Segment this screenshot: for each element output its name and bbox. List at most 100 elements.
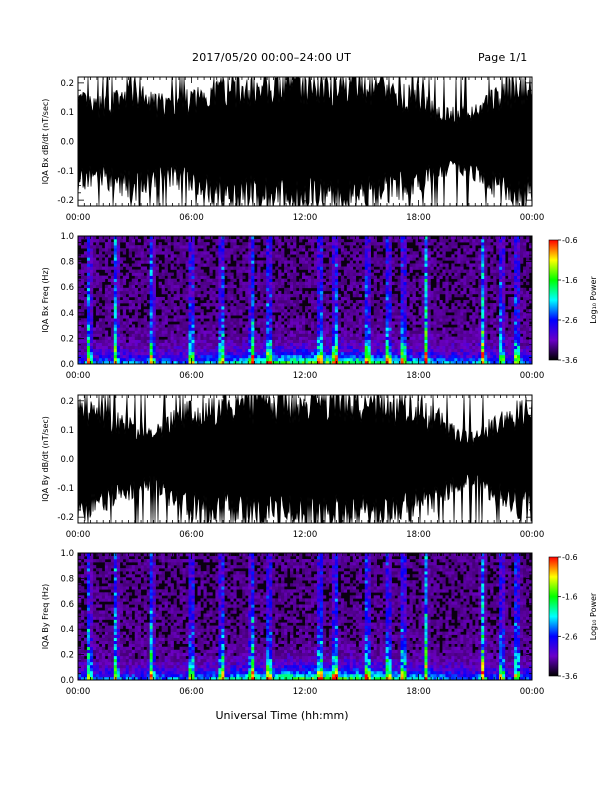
spectrogram-cell	[319, 348, 324, 353]
spectrogram-cell	[322, 321, 327, 325]
spectrogram-cell	[107, 245, 112, 249]
spectrogram-cell	[107, 321, 112, 325]
spectrogram-cell	[251, 254, 255, 258]
spectrogram-cell	[433, 306, 437, 310]
spectrogram-cell	[296, 296, 300, 301]
spectrogram-cell	[313, 354, 318, 359]
spectrogram-cell	[376, 357, 380, 362]
spectrogram-cell	[493, 306, 497, 310]
spectrogram-cell	[284, 293, 288, 298]
spectrogram-cell	[415, 251, 419, 255]
spectrogram-cell	[394, 236, 398, 240]
spectrogram-cell	[445, 275, 449, 279]
spectrogram-cell	[191, 248, 195, 252]
spectrogram-cell	[266, 278, 270, 283]
spectrogram-cell	[331, 360, 336, 365]
spectrogram-cell	[373, 336, 377, 340]
spectrogram-cell	[107, 354, 112, 359]
spectrogram-cell	[248, 348, 252, 353]
spectrogram-cell	[334, 272, 339, 276]
spectrogram-cell	[98, 251, 103, 255]
spectrogram-cell	[445, 315, 449, 319]
spectrogram-cell	[319, 269, 324, 273]
spectrogram-cell	[355, 245, 360, 249]
spectrogram-cell	[358, 293, 363, 298]
spectrogram-cell	[200, 348, 204, 353]
spectrogram-cell	[215, 354, 219, 359]
spectrogram-cell	[155, 318, 159, 322]
spectrogram-cell	[293, 239, 297, 243]
spectrogram-cell	[221, 324, 225, 328]
spectrogram-cell	[349, 284, 354, 289]
spectrogram-cell	[472, 263, 476, 267]
spectrogram-cell	[487, 351, 491, 356]
spectrogram-cell	[266, 272, 270, 276]
spectrogram-cell	[266, 333, 270, 337]
spectrogram-cell	[325, 354, 330, 359]
spectrogram-cell	[182, 339, 186, 343]
spectrogram-cell	[89, 342, 94, 347]
spectrogram-cell	[388, 239, 392, 243]
spectrogram-cell	[161, 263, 165, 267]
spectrogram-cell	[104, 266, 109, 270]
spectrogram-cell	[379, 254, 383, 258]
spectrogram-cell	[427, 287, 431, 292]
spectrogram-cell	[266, 336, 270, 340]
spectrogram-cell	[158, 284, 162, 289]
spectrogram-cell	[125, 330, 130, 334]
spectrogram-cell	[275, 248, 279, 252]
spectrogram-cell	[116, 318, 121, 322]
spectrogram-cell	[287, 300, 291, 304]
spectrogram-cell	[358, 342, 363, 347]
spectrogram-cell	[436, 306, 440, 310]
spectrogram-cell	[188, 357, 192, 362]
spectrogram-cell	[478, 354, 482, 359]
spectrogram-cell	[95, 239, 100, 243]
spectrogram-cell	[227, 266, 231, 270]
spectrogram-cell	[469, 269, 473, 273]
spectrogram-cell	[436, 312, 440, 316]
spectrogram-cell	[376, 303, 380, 307]
spectrogram-cell	[451, 257, 455, 261]
spectrogram-cell	[397, 275, 401, 279]
spectrogram-cell	[236, 287, 240, 292]
spectrogram-cell	[481, 336, 485, 340]
spectrogram-cell	[119, 248, 124, 252]
spectrogram-cell	[149, 251, 153, 255]
spectrogram-cell	[161, 309, 165, 313]
spectrogram-cell	[143, 239, 147, 243]
spectrogram-cell	[80, 263, 85, 267]
spectrogram-cell	[140, 321, 145, 325]
spectrogram-cell	[409, 306, 413, 310]
spectrogram-cell	[173, 354, 177, 359]
spectrogram-cell	[427, 330, 431, 334]
spectrogram-cell	[361, 251, 366, 255]
spectrogram-cell	[299, 360, 303, 365]
spectrogram-cell	[284, 296, 288, 301]
spectrogram-cell	[361, 275, 366, 279]
spectrogram-cell	[251, 351, 255, 356]
spectrogram-cell	[421, 293, 425, 298]
spectrogram-cell	[137, 345, 142, 350]
spectrogram-cell	[319, 333, 324, 337]
spectrogram-cell	[212, 324, 216, 328]
spectrogram-cell	[188, 281, 192, 286]
spectrogram-cell	[194, 324, 198, 328]
spectrogram-cell	[209, 333, 213, 337]
spectrogram-cell	[281, 260, 285, 264]
spectrogram-cell	[478, 360, 482, 365]
spectrogram-cell	[448, 248, 452, 252]
spectrogram-cell	[287, 330, 291, 334]
spectrogram-cell	[313, 333, 318, 337]
spectrogram-cell	[179, 236, 183, 240]
spectrogram-cell	[167, 242, 171, 246]
spectrogram-cell	[487, 360, 491, 365]
spectrogram-cell	[182, 242, 186, 246]
spectrogram-cell	[367, 278, 372, 283]
spectrogram-cell	[155, 339, 159, 343]
spectrogram-cell	[158, 345, 162, 350]
spectrogram-cell	[481, 345, 485, 350]
spectrogram-cell	[78, 278, 82, 283]
spectrogram-cell	[122, 339, 127, 343]
spectrogram-cell	[176, 260, 180, 264]
